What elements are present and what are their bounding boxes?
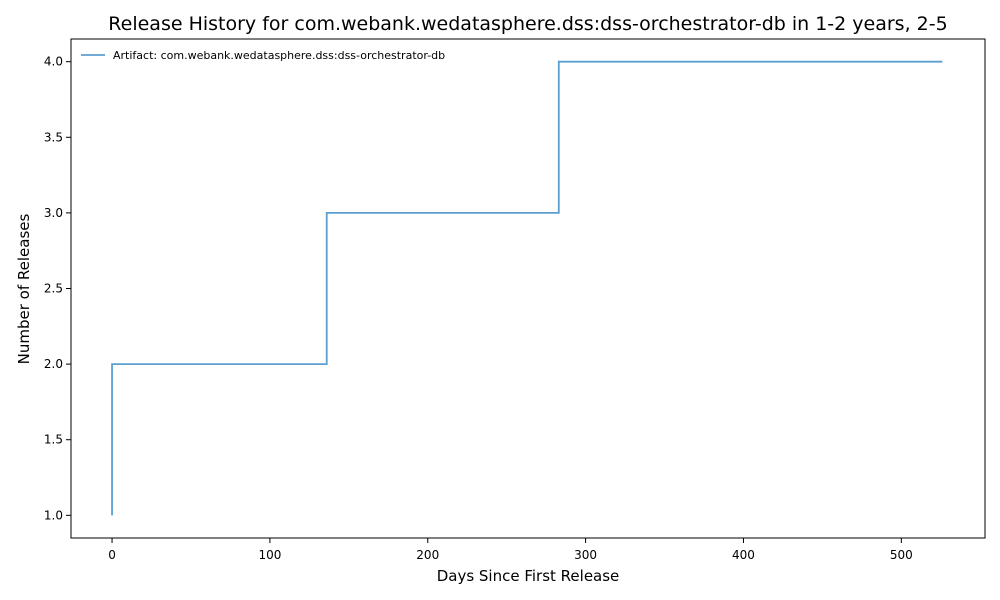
- x-tick-label: 100: [258, 548, 281, 562]
- x-tick-label: 400: [732, 548, 755, 562]
- y-tick-label: 2.5: [44, 282, 63, 296]
- y-axis-ticks: 1.0 1.5 2.0 2.5 3.0 3.5 4.0: [44, 55, 71, 522]
- x-tick-label: 300: [574, 548, 597, 562]
- series-layer: [111, 60, 943, 516]
- x-tick-label: 200: [416, 548, 439, 562]
- y-tick-label: 3.5: [44, 130, 63, 144]
- y-tick-label: 1.5: [44, 433, 63, 447]
- x-axis-ticks: 0 100 200 300 400 500: [108, 538, 913, 562]
- y-tick-label: 4.0: [44, 55, 63, 69]
- y-tick-label: 1.0: [44, 508, 63, 522]
- y-tick-label: 2.0: [44, 357, 63, 371]
- legend-label: Artifact: com.webank.wedatasphere.dss:ds…: [113, 49, 445, 62]
- x-tick-label: 500: [890, 548, 913, 562]
- x-axis-label: Days Since First Release: [437, 567, 620, 585]
- legend: Artifact: com.webank.wedatasphere.dss:ds…: [81, 49, 445, 62]
- x-tick-label: 0: [108, 548, 116, 562]
- y-axis-label: Number of Releases: [15, 213, 33, 364]
- plot-frame: [70, 38, 986, 539]
- y-tick-label: 3.0: [44, 206, 63, 220]
- plot-area: [71, 39, 985, 538]
- series-line-0: [111, 60, 943, 516]
- chart-title: Release History for com.webank.wedatasph…: [108, 13, 947, 35]
